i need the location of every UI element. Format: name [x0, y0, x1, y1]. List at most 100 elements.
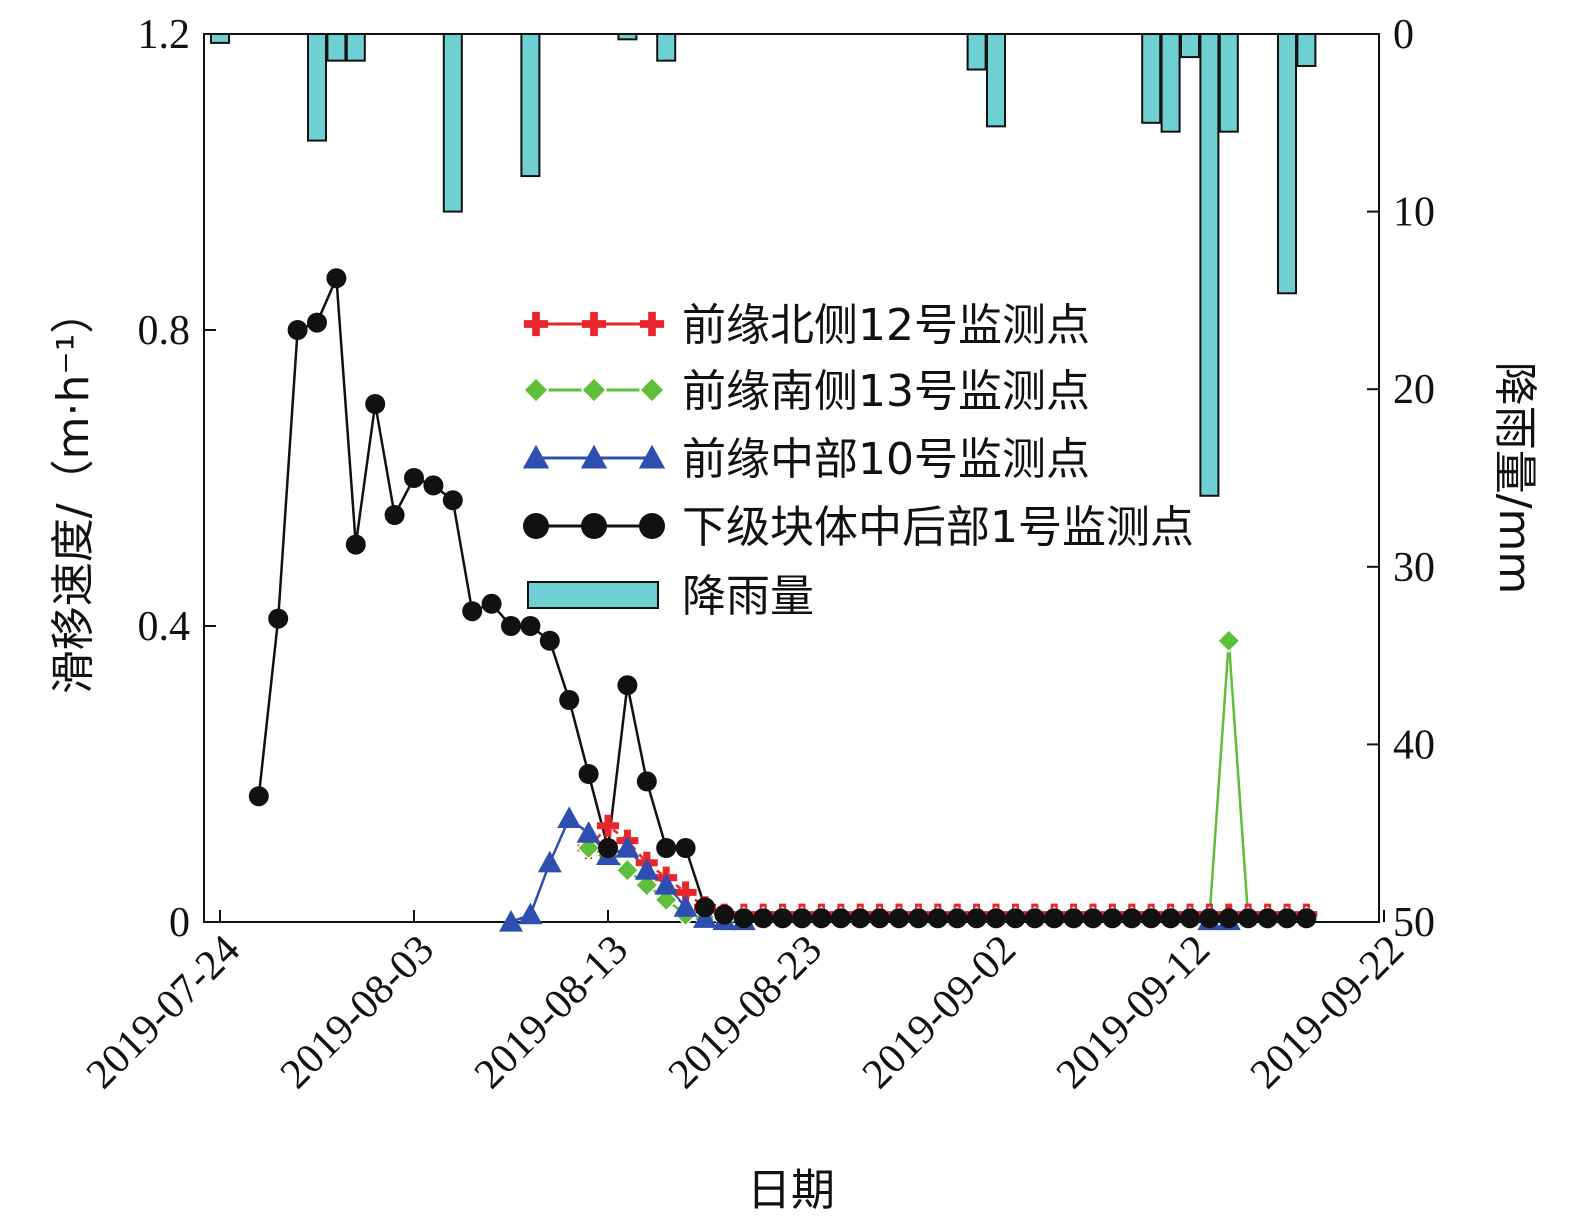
data-point [1218, 908, 1239, 929]
data-point [539, 630, 560, 651]
legend: 前缘北侧12号监测点前缘南侧13号监测点前缘中部10号监测点下级块体中后部1号监… [522, 300, 1194, 622]
data-point [537, 850, 562, 873]
data-point [1141, 908, 1162, 929]
data-point [850, 908, 871, 929]
data-point [639, 311, 665, 337]
data-point [423, 475, 444, 496]
data-point [578, 764, 599, 784]
rainfall-bar [1296, 33, 1317, 67]
data-point [1257, 908, 1278, 929]
y2-tick-label: 30 [1393, 545, 1435, 591]
data-point [617, 675, 638, 696]
data-point [1216, 628, 1241, 653]
legend-label: 下级块体中后部1号监测点 [682, 502, 1194, 553]
y2-tick-label: 50 [1393, 900, 1435, 946]
data-point [307, 312, 327, 333]
y2-tick-label: 20 [1393, 367, 1435, 413]
data-point [753, 908, 774, 929]
x-tick-label: 2019-08-03 [272, 927, 443, 1098]
data-point [499, 910, 523, 932]
data-point [1199, 908, 1220, 929]
rainfall-bars [210, 33, 1317, 497]
data-point [1063, 908, 1084, 929]
data-point [581, 513, 607, 539]
data-point [559, 690, 580, 710]
data-point [557, 806, 582, 828]
data-point [1044, 908, 1065, 929]
x-tick-label: 2019-09-02 [854, 927, 1025, 1098]
series-line [587, 824, 1307, 916]
rainfall-bar [1180, 33, 1200, 59]
data-point [522, 444, 550, 469]
data-point [656, 838, 677, 858]
y2-tick-label: 0 [1393, 12, 1414, 58]
y2-axis-title: 降雨量/mm [1489, 362, 1540, 595]
data-point [523, 513, 549, 539]
rainfall-bar [966, 33, 987, 71]
data-point [636, 771, 657, 792]
data-point [326, 268, 347, 289]
data-point [695, 897, 715, 918]
data-point [792, 908, 812, 929]
x-tick-label: 2019-09-22 [1242, 927, 1413, 1098]
series-markers [248, 268, 1319, 932]
legend-label: 前缘中部10号监测点 [682, 434, 1090, 485]
data-point [580, 376, 608, 404]
data-point [830, 908, 851, 929]
data-point [268, 608, 289, 629]
rainfall-bar [656, 33, 677, 62]
data-point [675, 838, 696, 858]
data-point [1102, 908, 1123, 929]
data-point [869, 908, 890, 929]
x-tick-label: 2019-08-23 [660, 927, 831, 1098]
x-tick-label: 2019-08-13 [466, 927, 637, 1098]
data-point [927, 908, 948, 929]
data-point [501, 616, 521, 636]
y-tick-label: 0.8 [138, 308, 191, 354]
data-point [462, 601, 483, 622]
data-point [1277, 908, 1297, 929]
data-point [481, 593, 502, 614]
data-point [638, 376, 666, 404]
data-point [986, 908, 1006, 929]
data-point [947, 908, 968, 929]
y-axis-title: 滑移速度/（m·h⁻¹） [48, 290, 99, 694]
y-tick-label: 0.4 [138, 604, 191, 650]
rainfall-bar [1277, 33, 1297, 295]
data-point [1296, 908, 1317, 929]
data-point [1238, 908, 1259, 929]
data-point [1180, 908, 1200, 929]
rainfall-bar [1141, 33, 1162, 124]
rainfall-bar [442, 33, 463, 213]
data-point [615, 836, 640, 858]
legend-label: 前缘北侧12号监测点 [682, 300, 1090, 351]
legend-label: 降雨量 [682, 571, 814, 622]
data-point [520, 616, 541, 636]
data-point [597, 814, 619, 837]
x-tick-label: 2019-07-24 [78, 927, 249, 1098]
y-tick-label: 0 [169, 900, 190, 946]
rainfall-bar [1199, 33, 1220, 497]
data-point [733, 908, 754, 929]
data-point [714, 904, 735, 925]
data-point [889, 908, 909, 929]
data-point [908, 908, 929, 929]
data-point [523, 311, 549, 337]
data-point [576, 821, 601, 843]
data-point [639, 513, 665, 539]
data-point [634, 858, 659, 880]
data-point [287, 320, 308, 340]
data-point [811, 908, 832, 929]
data-point [1160, 908, 1181, 929]
legend-label: 前缘南侧13号监测点 [682, 366, 1090, 417]
data-point [522, 376, 550, 404]
rainfall-bar [1218, 33, 1239, 133]
y2-tick-label: 40 [1393, 722, 1435, 768]
x-tick-label: 2019-09-12 [1048, 927, 1219, 1098]
rainfall-bar [1160, 33, 1181, 133]
rainfall-bar [520, 33, 541, 178]
data-point [673, 895, 698, 917]
data-point [1121, 908, 1142, 929]
x-axis-title: 日期 [747, 1165, 835, 1216]
